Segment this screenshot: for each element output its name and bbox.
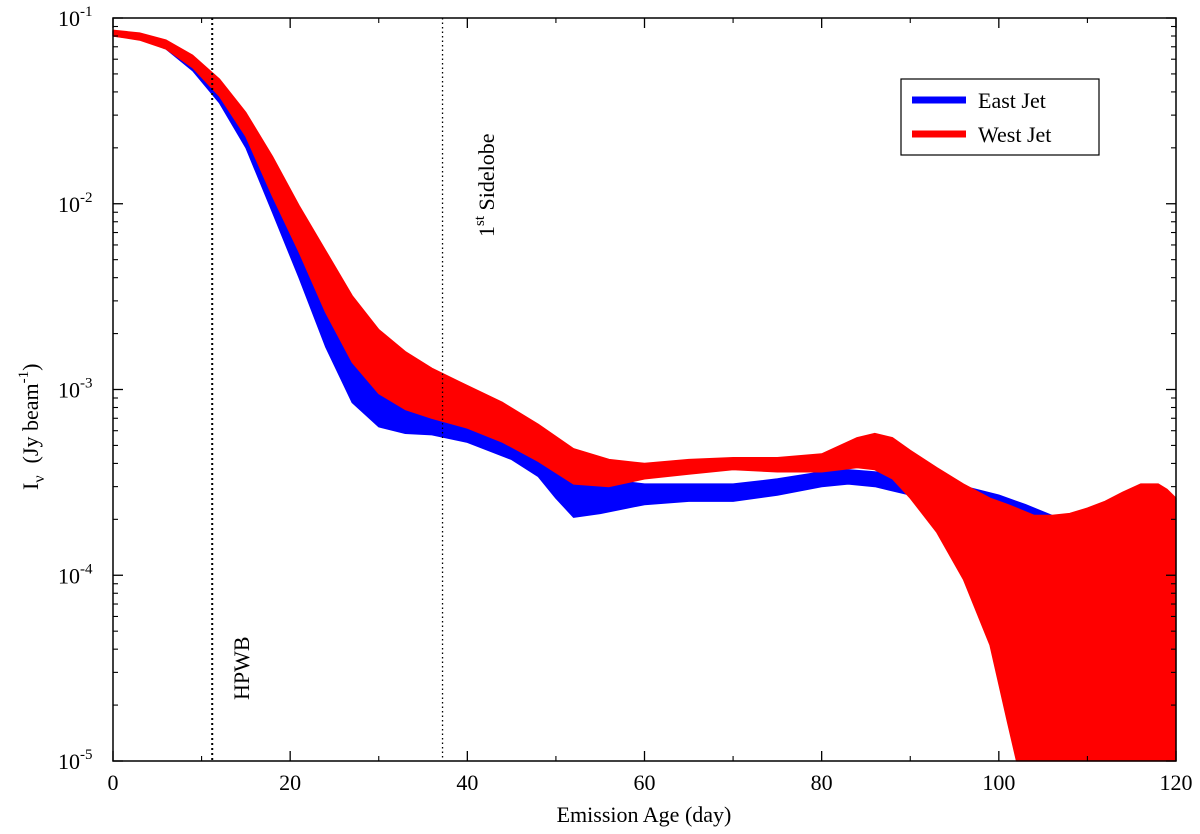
x-tick-label: 100: [982, 770, 1015, 795]
y-tick-label: 10-5: [58, 747, 93, 774]
y-axis-units-close: ): [18, 364, 43, 371]
y-tick-label: 10-2: [58, 190, 93, 217]
legend-box: [900, 78, 1100, 156]
y-tick-base: 10: [58, 749, 80, 774]
y-axis-title: Iν (Jy beam-1): [16, 364, 48, 490]
y-tick-base: 10: [58, 563, 80, 588]
y-axis-units-exponent: -1: [16, 371, 32, 384]
sidelobe-label-text: Sidelobe: [474, 133, 499, 216]
hpwb-label: HPWB: [229, 636, 254, 700]
reference-lines: [211, 18, 444, 761]
x-tick-label: 80: [811, 770, 833, 795]
y-tick-exponent: -1: [80, 4, 93, 20]
y-tick-exponent: -3: [80, 376, 93, 392]
y-tick-exponent: -2: [80, 190, 93, 206]
x-tick-label: 20: [279, 770, 301, 795]
y-axis-symbol: I: [18, 483, 43, 490]
y-tick-exponent: -4: [80, 561, 93, 577]
legend-label-west-jet: West Jet: [978, 122, 1051, 147]
legend-label-east-jet: East Jet: [978, 88, 1046, 113]
sidelobe-label: 1st Sidelobe: [472, 133, 499, 237]
y-tick-exponent: -5: [80, 747, 93, 763]
y-tick-label: 10-4: [58, 561, 93, 588]
sidelobe-label-superscript: st: [472, 215, 488, 226]
x-tick-label: 40: [456, 770, 478, 795]
y-tick-label: 10-1: [58, 4, 93, 31]
x-tick-label: 60: [634, 770, 656, 795]
sidelobe-label-number: 1: [474, 226, 499, 237]
y-axis-subscript: ν: [31, 475, 48, 482]
x-tick-label: 120: [1160, 770, 1193, 795]
y-axis-units: (Jy beam: [18, 383, 43, 463]
x-tick-label: 0: [108, 770, 119, 795]
y-tick-base: 10: [58, 378, 80, 403]
x-axis-title: Emission Age (day): [557, 802, 732, 827]
legend: East Jet West Jet: [900, 78, 1100, 156]
y-tick-label: 10-3: [58, 376, 93, 403]
y-tick-base: 10: [58, 6, 80, 31]
y-tick-base: 10: [58, 192, 80, 217]
